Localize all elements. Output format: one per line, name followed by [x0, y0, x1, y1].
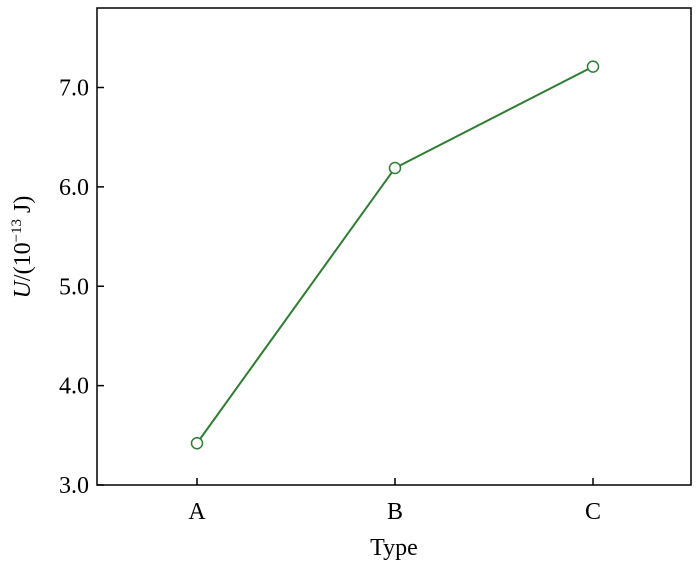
series-line	[196, 65, 594, 444]
y-axis-title-symbol: U	[10, 279, 36, 298]
x-axis-title: Type	[370, 535, 418, 561]
y-tick-label: 6.0	[59, 175, 89, 201]
y-axis-title-exponent: −13	[9, 219, 25, 242]
y-tick-label: 5.0	[59, 274, 89, 300]
data-point	[388, 161, 402, 175]
y-tick-label: 7.0	[59, 76, 89, 102]
x-axis: A B C	[188, 478, 601, 525]
y-axis: 3.0 4.0 5.0 6.0 7.0	[59, 76, 104, 499]
x-tick-label: C	[585, 499, 601, 525]
series-layer	[190, 60, 600, 450]
y-axis-title: U/(10−13 J)	[9, 196, 36, 299]
y-axis-title-suffix: J)	[10, 196, 36, 219]
y-tick-label: 3.0	[59, 473, 89, 499]
data-point	[586, 60, 600, 73]
data-point	[190, 437, 204, 450]
y-axis-title-prefix: /(10	[10, 242, 36, 281]
x-tick-label: A	[188, 499, 206, 525]
x-tick-label: B	[387, 499, 403, 525]
y-tick-label: 4.0	[59, 374, 89, 400]
plot-frame	[96, 7, 692, 486]
